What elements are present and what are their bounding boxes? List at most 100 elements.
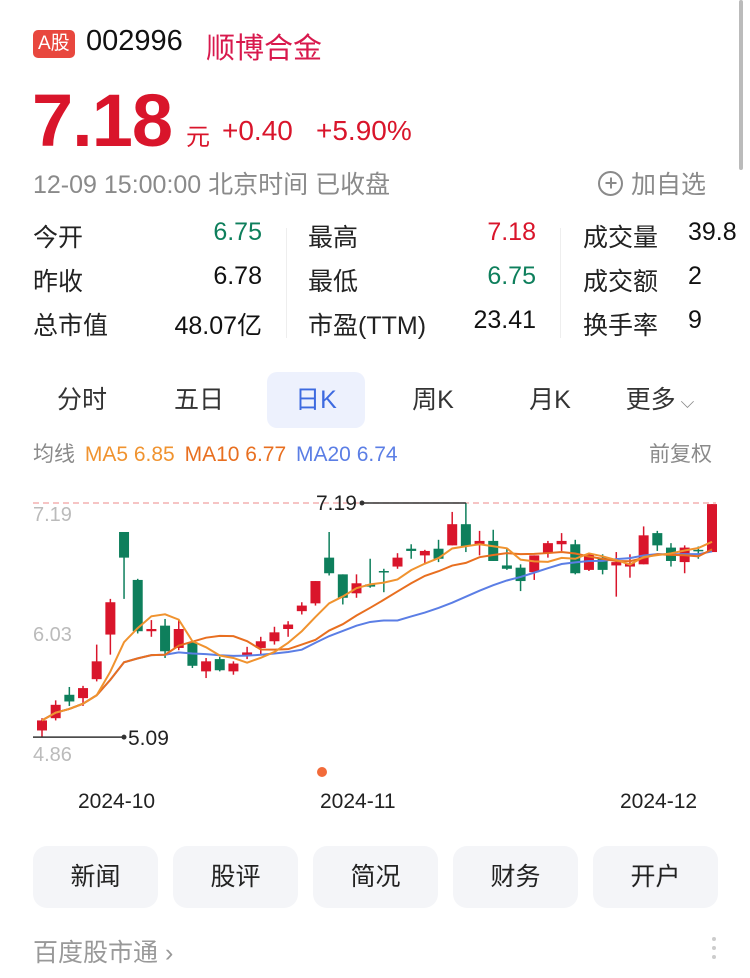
candle-body [365, 584, 376, 587]
quote-time: 12-09 15:00:00 北京时间 已收盘 [33, 165, 390, 201]
stat-value: 48.07亿 [174, 312, 262, 340]
tab-label: 月K [529, 386, 571, 414]
candle-body [132, 579, 143, 632]
candle-body [173, 628, 184, 648]
tab-0[interactable]: 分时 [33, 372, 131, 428]
more-options-icon[interactable] [712, 937, 716, 959]
stat-label: 成交额 [583, 268, 659, 296]
candle-body [447, 524, 458, 546]
candle-body [542, 543, 553, 554]
candle-body [50, 704, 61, 719]
min-marker-dot [121, 734, 127, 740]
candle-body [105, 602, 116, 635]
candle-body [78, 688, 89, 699]
candle-body [378, 571, 389, 573]
action-button-0[interactable]: 新闻 [33, 846, 158, 908]
candle-body [638, 535, 649, 565]
candle-body [91, 661, 102, 680]
stat-value: 2 [688, 262, 702, 290]
stat-label: 总市值 [33, 312, 109, 340]
stat-value: 7.18 [487, 218, 536, 246]
chevron-down-icon: ⌵ [675, 392, 695, 412]
x-tick-label: 2024-11 [320, 790, 396, 813]
timezone: 北京时间 [208, 171, 309, 199]
candle-body [693, 549, 704, 552]
candle-body [242, 652, 253, 656]
ma5-value: MA5 6.85 [84, 443, 175, 466]
candle-body [201, 661, 212, 672]
stat-label: 最高 [308, 224, 359, 252]
candle-body [119, 531, 130, 558]
tab-4[interactable]: 月K [501, 372, 599, 428]
y-tick-label: 7.19 [33, 504, 72, 526]
candle-body [296, 605, 307, 612]
ma20-line [41, 550, 713, 722]
candle-body [406, 548, 417, 551]
candle-body [214, 659, 225, 671]
tab-3[interactable]: 周K [384, 372, 482, 428]
stat-label: 最低 [308, 268, 359, 296]
tab-5[interactable]: 更多 ⌵ [611, 372, 709, 428]
candle-body [433, 548, 444, 559]
candle-body [501, 565, 512, 569]
candle-body [707, 504, 717, 553]
price-change-percent: +5.90% [316, 115, 412, 146]
stat-label: 昨收 [33, 268, 84, 296]
candle-body [611, 562, 622, 566]
ma5-line [41, 540, 713, 722]
candle-body [652, 533, 663, 546]
tab-label: 分时 [56, 386, 107, 414]
max-marker-dot [359, 500, 365, 506]
max-price-label: 7.19 [316, 492, 357, 515]
candle-body [460, 524, 471, 547]
kline-chart[interactable]: 7.19 6.03 4.86 7.19 5.09 [0, 480, 750, 780]
stat-value: 6.75 [487, 262, 536, 290]
stat-value: 9 [688, 306, 702, 334]
stat-value: 6.75 [213, 218, 262, 246]
current-price: 7.18 [32, 79, 173, 162]
tab-label: 更多 [625, 386, 676, 414]
candle-body [392, 557, 403, 567]
event-marker-dot [317, 767, 327, 777]
tab-label: 日K [295, 386, 337, 414]
tab-label: 五日 [173, 386, 224, 414]
action-button-1[interactable]: 股评 [173, 846, 298, 908]
min-price-label: 5.09 [128, 727, 169, 750]
scrollbar[interactable] [739, 0, 743, 170]
tab-label: 周K [412, 386, 454, 414]
candle-body [146, 628, 157, 632]
candle-body [228, 663, 239, 672]
action-button-3[interactable]: 财务 [453, 846, 578, 908]
market-badge: A股 [33, 30, 75, 58]
stat-value: 23.41 [473, 306, 536, 334]
timestamp: 12-09 15:00:00 [33, 171, 202, 199]
market-status: 已收盘 [315, 171, 391, 199]
action-button-2[interactable]: 简况 [313, 846, 438, 908]
candle-body [419, 550, 430, 556]
divider [286, 228, 287, 338]
ma-label: 均线 [33, 443, 75, 466]
ma10-value: MA10 6.77 [184, 443, 287, 466]
stat-label: 成交量 [583, 224, 659, 252]
candle-body [488, 540, 499, 561]
ma20-value: MA20 6.74 [296, 443, 398, 466]
candle-body [597, 557, 608, 570]
ma10-line [41, 548, 713, 722]
y-tick-label: 4.86 [33, 744, 72, 766]
candle-body [64, 694, 75, 702]
candle-body [269, 632, 280, 642]
candle-body [324, 557, 335, 574]
candle-body [529, 555, 540, 573]
tab-1[interactable]: 五日 [150, 372, 248, 428]
price-change: +0.40 [222, 115, 293, 146]
add-watchlist-button[interactable]: 加自选 [598, 165, 706, 201]
candle-body [515, 567, 526, 582]
tab-2[interactable]: 日K [267, 372, 365, 428]
stat-label: 换手率 [583, 312, 659, 340]
source-link[interactable]: 百度股市通 › [33, 939, 174, 967]
action-button-4[interactable]: 开户 [593, 846, 718, 908]
candle-body [337, 574, 348, 598]
stock-name: 顺博合金 [206, 33, 323, 65]
adjust-selector[interactable]: 前复权 [649, 443, 712, 466]
x-tick-label: 2024-10 [78, 790, 156, 813]
